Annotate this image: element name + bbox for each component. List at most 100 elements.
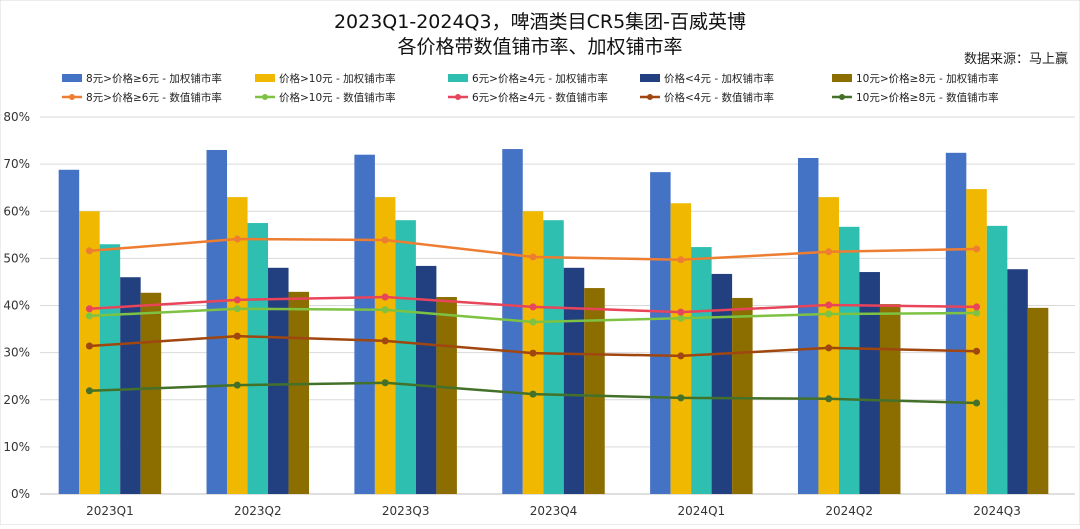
bar [986,225,1008,494]
line-point [233,332,241,340]
line-point [381,306,389,314]
legend-label: 8元>价格≥6元 - 加权铺市率 [86,72,222,85]
bar [543,220,564,495]
line-point [85,342,93,350]
chart-subtitle: 各价格带数值铺市率、加权铺市率 [397,36,682,58]
line-point [381,379,389,387]
line-point [381,236,389,244]
x-tick-label: 2023Q1 [86,504,134,518]
bar [711,273,733,494]
x-axis-labels: 2023Q1 2023Q2 2023Q3 2023Q4 2024Q1 2024Q2 2024… [86,504,1021,518]
bar [945,152,967,494]
bar [859,272,880,494]
bar [58,169,80,494]
line-point [973,245,981,253]
legend-marker [647,94,653,100]
line-point [85,247,93,255]
bar [247,223,269,494]
line-point [973,303,981,311]
line-point [677,308,685,316]
y-tick-label: 10% [3,440,30,454]
bar [879,304,901,494]
line-point [233,235,241,243]
bar [395,220,416,495]
bar [288,291,310,494]
line-point [529,253,537,261]
legend-swatch [448,74,468,82]
bar [838,226,860,494]
line-point [85,387,93,395]
legend-marker [69,94,75,100]
bar [436,297,457,494]
y-tick-label: 0% [11,487,30,501]
x-tick-label: 2023Q3 [382,504,430,518]
legend-label: 8元>价格≥6元 - 数值铺市率 [86,91,222,104]
y-tick-label: 30% [3,346,30,360]
x-tick-label: 2024Q3 [973,504,1021,518]
bar [120,277,141,494]
line-point [381,293,389,301]
line-point [825,248,833,256]
line-point [677,394,685,402]
legend-marker [839,94,845,100]
line-point [973,399,981,407]
bar [732,297,753,494]
line-point [529,318,537,326]
bar [415,265,437,494]
bar [584,288,605,494]
legend-swatch [62,74,82,82]
line-point [233,381,241,389]
bar [268,267,289,494]
legend-label: 价格>10元 - 数值铺市率 [279,91,396,104]
legend-swatch [255,74,275,82]
bar [797,157,819,494]
bar [140,292,162,494]
lines [85,235,981,407]
line-point [677,314,685,322]
y-tick-label: 50% [3,251,30,265]
bar [1007,269,1028,494]
bar [563,267,585,494]
legend-marker [262,94,268,100]
line-point [85,312,93,320]
legend-marker [455,94,461,100]
line-point [85,305,93,313]
y-tick-label: 20% [3,393,30,407]
bar [1027,307,1049,494]
line-point [233,305,241,313]
bar [374,197,396,495]
line-point [825,395,833,403]
line-point [677,256,685,264]
line-point [825,301,833,309]
bar [99,244,121,494]
bar [354,154,375,494]
bar [966,189,987,494]
legend-label: 10元>价格≥8元 - 加权铺市率 [856,72,999,85]
x-tick-label: 2024Q2 [825,504,873,518]
line-point [677,352,685,360]
x-tick-label: 2023Q2 [234,504,282,518]
x-tick-label: 2023Q4 [530,504,578,518]
y-tick-label: 70% [3,157,30,171]
legend-label: 6元>价格≥4元 - 加权铺市率 [472,72,608,85]
chart-title: 2023Q1-2024Q3，啤酒类目CR5集团-百威英博 [334,11,746,33]
line-point [825,310,833,318]
bars [58,149,1049,495]
bar [227,197,248,495]
legend-swatch [640,74,660,82]
x-tick-label: 2024Q1 [678,504,726,518]
line-point [973,347,981,355]
y-tick-label: 40% [3,299,30,313]
line-point [233,296,241,304]
line-point [381,337,389,345]
legend-label: 价格<4元 - 数值铺市率 [664,91,774,104]
line-point [529,349,537,357]
legend-label: 价格<4元 - 加权铺市率 [664,72,774,85]
y-tick-label: 60% [3,204,30,218]
bar [691,247,712,494]
line-point [973,309,981,317]
bar [670,203,692,494]
legend: 8元>价格≥6元 - 加权铺市率 价格>10元 - 加权铺市率 6元>价格≥4元 -… [62,72,999,104]
legend-label: 价格>10元 - 加权铺市率 [279,72,396,85]
